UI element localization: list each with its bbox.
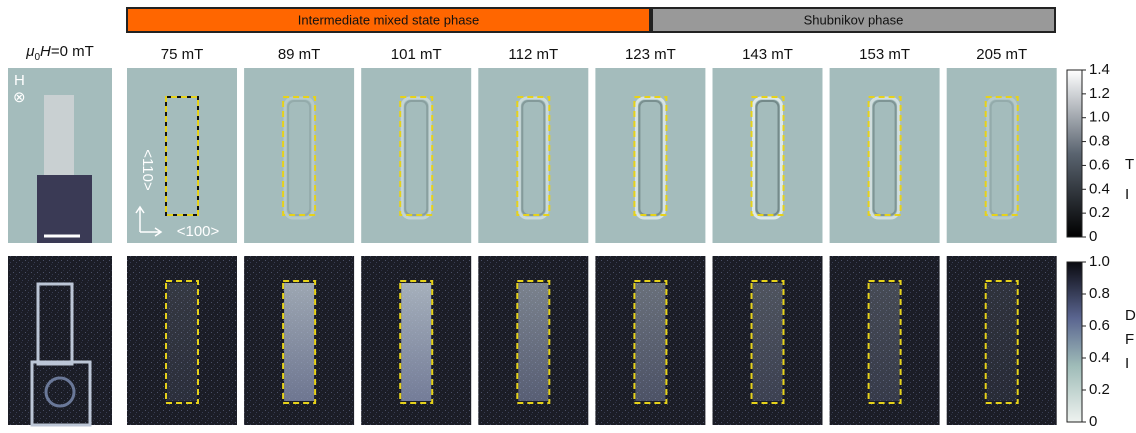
roi-outline <box>750 280 785 404</box>
dark-field-signal <box>986 283 1017 401</box>
column-label: 153 mT <box>859 46 910 63</box>
dark-field-signal <box>869 283 900 401</box>
phase-bar <box>126 7 651 33</box>
colorbar-tick-label: 0 <box>1089 228 1097 245</box>
label-part: H <box>40 43 51 60</box>
roi-outline <box>633 280 668 404</box>
axis-label: <110> <box>139 149 156 191</box>
sample-outline <box>36 282 74 366</box>
axis-arrow <box>135 205 163 237</box>
colorbar-tick-label: 1.4 <box>1089 61 1110 78</box>
label-part: 0 <box>34 52 40 63</box>
dark-field-signal <box>752 283 783 401</box>
sample-outline <box>30 360 92 427</box>
colorbar-label: I <box>1125 186 1129 203</box>
roi-outline <box>984 280 1019 404</box>
colorbar-tick-label: 0.8 <box>1089 285 1110 302</box>
sample-shape <box>44 95 74 177</box>
roi-outline <box>516 280 551 404</box>
label-part: μ <box>25 43 34 60</box>
colorbar-tick-label: 0 <box>1089 413 1097 428</box>
dark-field-signal <box>401 283 432 401</box>
sample-circle <box>44 376 76 408</box>
dark-field-signal <box>284 283 315 401</box>
column-label: 101 mT <box>391 46 442 63</box>
colorbar-tick-label: 0.6 <box>1089 317 1110 334</box>
roi-outline <box>399 96 434 216</box>
colorbar <box>1066 261 1083 423</box>
colorbar-tick-label: 1.2 <box>1089 85 1110 102</box>
field-label: H <box>14 72 25 89</box>
roi-outline <box>399 280 434 404</box>
first-column-label: μ0H=0 mT <box>25 43 94 63</box>
colorbar-label: F <box>1125 331 1134 348</box>
roi-outline <box>165 280 199 404</box>
colorbar-tick-label: 0.6 <box>1089 156 1110 173</box>
roi-outline <box>633 96 668 216</box>
reference-image-dark <box>8 256 112 425</box>
roi-outline <box>282 96 317 216</box>
axis-label: <100> <box>177 223 220 240</box>
column-label: 112 mT <box>508 46 558 63</box>
roi-outline <box>516 96 551 216</box>
colorbar-tick-label: 1.0 <box>1089 253 1110 270</box>
column-label: 75 mT <box>161 46 204 63</box>
colorbar-tick-label: 0.8 <box>1089 133 1110 150</box>
roi-outline <box>282 280 317 404</box>
column-label: 89 mT <box>278 46 321 63</box>
colorbar-tick-label: 0.4 <box>1089 349 1110 366</box>
dark-field-signal <box>167 283 197 401</box>
column-label: 205 mT <box>976 46 1027 63</box>
roi-outline <box>867 280 902 404</box>
colorbar-tick-label: 0.2 <box>1089 204 1110 221</box>
phase-bar <box>651 7 1056 33</box>
roi-outline <box>984 96 1019 216</box>
column-label: 123 mT <box>625 46 676 63</box>
roi-outline <box>750 96 785 216</box>
dark-field-signal <box>518 283 549 401</box>
roi-outline <box>867 96 902 216</box>
colorbar <box>1066 69 1083 238</box>
phase-label: Intermediate mixed state phase <box>298 12 479 27</box>
colorbar-label: T <box>1125 156 1134 173</box>
colorbar-tick-label: 0.4 <box>1089 180 1110 197</box>
roi-outline <box>165 96 199 216</box>
colorbar-tick-label: 1.0 <box>1089 109 1110 126</box>
phase-label: Shubnikov phase <box>804 12 904 27</box>
field-symbol: ⊗ <box>13 89 26 106</box>
column-label: 143 mT <box>742 46 793 63</box>
label-part: =0 mT <box>51 43 94 60</box>
colorbar-label: I <box>1125 355 1129 372</box>
colorbar-tick-label: 0.2 <box>1089 381 1110 398</box>
sample-base <box>37 175 92 243</box>
colorbar-label: D <box>1125 307 1136 324</box>
dark-field-signal <box>635 283 666 401</box>
